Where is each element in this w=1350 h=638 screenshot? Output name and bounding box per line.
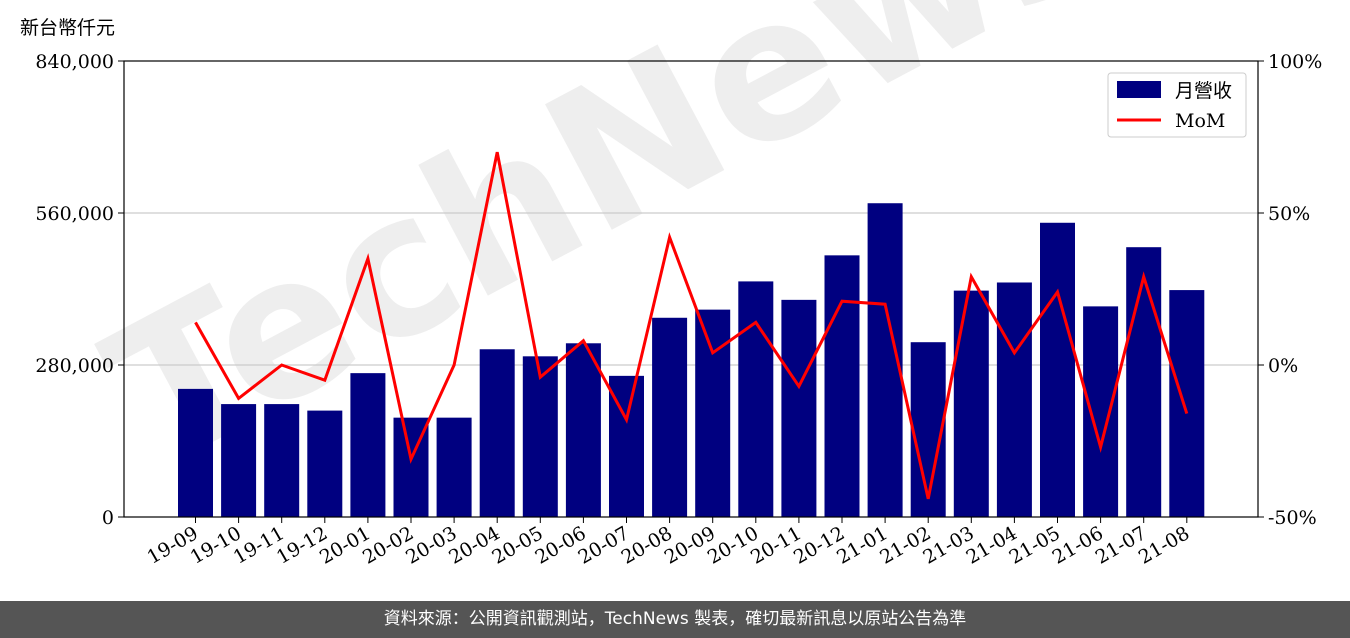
revenue-bar [1083,306,1119,517]
right-tick-label: 100% [1268,51,1322,73]
revenue-bar [264,404,300,517]
revenue-bar [781,299,817,517]
left-axis: 0 280,000 560,000 840,000 [35,51,124,529]
revenue-bar [695,309,731,517]
left-tick-label: 560,000 [35,203,114,225]
revenue-bar [953,290,989,517]
left-tick-label: 840,000 [35,51,114,73]
revenue-bar [178,388,213,517]
x-axis: 19-0919-1019-1119-1220-0120-0220-0320-04… [144,517,1193,569]
right-tick-label: 50% [1268,203,1310,225]
revenue-bar [436,417,472,517]
revenue-bar [221,404,257,517]
revenue-bar [738,281,774,517]
legend-label-revenue: 月營收 [1175,80,1232,102]
legend-swatch-revenue [1117,81,1161,98]
revenue-bar [910,342,946,517]
mom-line [194,151,1189,500]
revenue-bar [565,343,601,517]
right-axis: -50% 0% 50% 100% [1258,51,1322,529]
revenue-bar [307,410,343,517]
revenue-bar [479,349,515,517]
revenue-bar [1126,247,1162,517]
revenue-bar [522,356,558,517]
x-tick-label: 21-08 [1135,522,1193,568]
plot-frame [123,60,1259,518]
revenue-bar [824,255,860,518]
source-footer: 資料來源：公開資訊觀測站，TechNews 製表，確切最新訊息以原站公告為準 [0,601,1350,638]
revenue-bar [996,282,1032,517]
mom-line-series [194,151,1189,500]
left-tick-label: 280,000 [35,355,114,377]
revenue-bar [652,317,688,517]
unit-label: 新台幣仟元 [20,17,115,39]
right-tick-label: -50% [1268,507,1317,529]
legend-label-mom: MoM [1175,110,1225,132]
revenue-bar [350,373,386,517]
legend: 月營收 MoM [1107,72,1247,138]
revenue-bar [1169,290,1205,517]
bar-series [178,203,1205,518]
left-tick-label: 0 [102,507,114,529]
revenue-bar [1040,222,1075,517]
right-tick-label: 0% [1268,355,1298,377]
